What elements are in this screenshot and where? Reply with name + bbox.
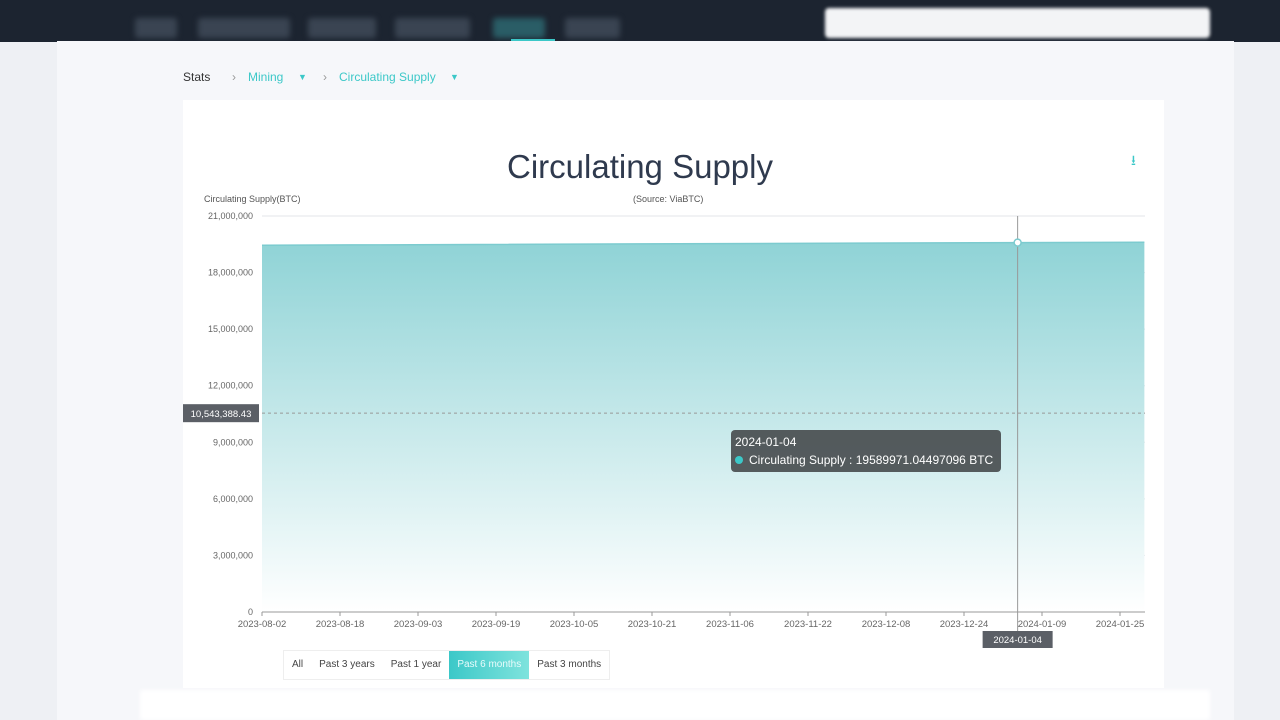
- tooltip-date: 2024-01-04: [735, 435, 797, 449]
- tooltip-row: Circulating Supply : 19589971.04497096 B…: [735, 453, 993, 467]
- chart-tooltip: 2024-01-04 Circulating Supply : 19589971…: [731, 430, 1001, 472]
- x-tick-label: 2023-10-21: [628, 619, 677, 630]
- search-input[interactable]: [825, 8, 1210, 38]
- crosshair-y-label: 10,543,388.43: [191, 409, 252, 420]
- y-tick-label: 21,000,000: [208, 211, 253, 221]
- chevron-right-icon: ›: [323, 70, 327, 84]
- crosshair-y-badge: [183, 404, 259, 423]
- x-tick-label: 2023-11-22: [784, 619, 832, 630]
- nav-item-stats[interactable]: [493, 18, 545, 38]
- x-tick-label: 2023-09-19: [472, 619, 521, 630]
- breadcrumb-mining[interactable]: Mining: [248, 70, 284, 84]
- x-tick-label: 2023-11-06: [706, 619, 754, 630]
- y-tick-label: 0: [248, 607, 253, 617]
- x-tick-label: 2023-08-02: [238, 619, 287, 630]
- chart-title: Circulating Supply: [507, 148, 773, 185]
- x-tick-label: 2023-08-18: [316, 619, 365, 630]
- range-3m-button[interactable]: Past 3 months: [537, 659, 602, 670]
- x-tick-label: 2023-10-05: [550, 619, 599, 630]
- y-tick-label: 12,000,000: [208, 381, 253, 391]
- nav-item[interactable]: [308, 18, 376, 38]
- range-6m-button[interactable]: Past 6 months: [449, 651, 530, 679]
- x-tick-label: 2024-01-09: [1018, 619, 1067, 630]
- range-all-button[interactable]: All: [292, 659, 304, 670]
- y-tick-label: 9,000,000: [213, 437, 253, 447]
- tooltip-unit: BTC: [969, 453, 994, 467]
- x-tick-label: 2023-12-08: [862, 619, 911, 630]
- caret-down-icon[interactable]: ▼: [450, 72, 459, 82]
- y-axis-label: Circulating Supply(BTC): [204, 194, 301, 204]
- y-tick-label: 3,000,000: [213, 550, 253, 560]
- nav-item[interactable]: [198, 18, 290, 38]
- download-icon[interactable]: ⭳: [1131, 152, 1136, 168]
- range-selector: All Past 3 years Past 1 year Past 6 mont…: [283, 650, 611, 680]
- caret-down-icon[interactable]: ▼: [298, 72, 307, 82]
- range-1y-button[interactable]: Past 1 year: [390, 659, 442, 670]
- y-tick-label: 18,000,000: [208, 268, 253, 278]
- series-marker-icon: [735, 456, 743, 464]
- top-nav-bar: [0, 0, 1280, 42]
- nav-item[interactable]: [135, 18, 177, 38]
- lower-section: [140, 690, 1210, 720]
- chevron-right-icon: ›: [232, 70, 236, 84]
- tooltip-value: 19589971.04497096: [855, 453, 966, 467]
- nav-item[interactable]: [395, 18, 470, 38]
- tooltip-series: Circulating Supply: [749, 453, 846, 467]
- crosshair-x-label: 2024-01-04: [993, 635, 1042, 646]
- nav-item[interactable]: [565, 18, 620, 38]
- y-tick-label: 6,000,000: [213, 494, 253, 504]
- x-tick-label: 2023-12-24: [940, 619, 989, 630]
- area-fill: [262, 242, 1145, 612]
- y-tick-label: 15,000,000: [208, 324, 253, 334]
- chart-subtitle: (Source: ViaBTC): [633, 194, 704, 204]
- crosshair-x-badge: [982, 631, 1053, 648]
- data-point-highlight: [1013, 238, 1022, 247]
- breadcrumb-stats[interactable]: Stats: [183, 70, 211, 84]
- breadcrumb-circulating-supply[interactable]: Circulating Supply: [339, 70, 436, 84]
- x-tick-label: 2023-09-03: [394, 619, 443, 630]
- range-3y-button[interactable]: Past 3 years: [319, 659, 375, 670]
- x-tick-label: 2024-01-25: [1096, 619, 1145, 630]
- nav-active-indicator: [511, 39, 555, 42]
